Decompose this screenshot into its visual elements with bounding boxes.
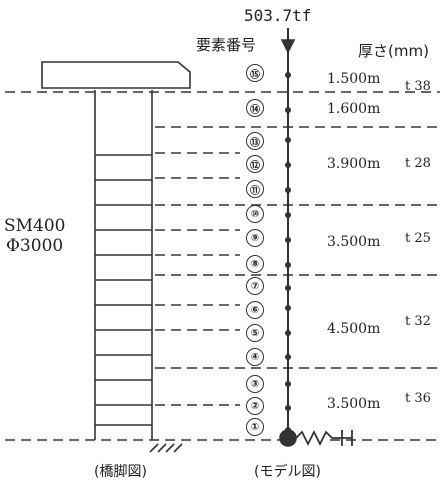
model-node	[285, 285, 291, 291]
element-number: ⑪	[246, 180, 264, 198]
element-number: ⑨	[246, 229, 264, 247]
element-number: ④	[246, 348, 264, 366]
element-number: ⑭	[246, 99, 264, 117]
model-caption: (モデル図)	[254, 464, 321, 480]
section-length: 3.500m	[327, 234, 381, 250]
element-number: ⑦	[246, 277, 264, 295]
element-number: ⑫	[246, 155, 264, 173]
load-label: 503.7tf	[244, 6, 312, 25]
model-node	[285, 354, 291, 360]
section-length: 1.600m	[327, 101, 381, 117]
element-number: ①	[246, 418, 264, 436]
pier-cap	[41, 61, 191, 89]
model-node	[285, 72, 291, 78]
section-thickness: t 36	[405, 391, 431, 406]
model-node	[285, 107, 291, 113]
element-number: ⑬	[246, 132, 264, 150]
pier-diameter: Φ3000	[6, 236, 64, 256]
section-thickness: t 38	[405, 79, 431, 94]
section-thickness: t 28	[405, 156, 431, 171]
model-node	[285, 212, 291, 218]
section-length: 4.500m	[327, 321, 381, 337]
element-number: ⑤	[246, 324, 264, 342]
model-node	[285, 187, 291, 193]
model-node	[285, 162, 291, 168]
pier-caption: (橋脚図)	[94, 464, 147, 480]
section-length: 3.900m	[327, 156, 381, 172]
model-node	[285, 137, 291, 143]
model-node	[285, 381, 291, 387]
section-thickness: t 25	[405, 231, 431, 246]
element-number: ⑮	[246, 64, 264, 82]
section-thickness: t 32	[405, 314, 431, 329]
model-node	[285, 237, 291, 243]
element-number: ②	[246, 397, 264, 415]
rotational-spring	[295, 429, 333, 447]
element-number: ③	[246, 375, 264, 393]
pier-material: SM400	[4, 216, 66, 236]
model-node	[285, 405, 291, 411]
thickness-title: 厚さ(mm)	[358, 42, 429, 60]
element-number: ⑥	[246, 301, 264, 319]
element-number: ⑧	[246, 255, 264, 273]
fixed-support-hatch	[149, 443, 183, 453]
section-length: 1.500m	[327, 71, 381, 87]
element-number-title: 要素番号	[196, 36, 257, 54]
model-node	[285, 305, 291, 311]
model-node	[285, 427, 291, 433]
model-node	[285, 330, 291, 336]
load-arrow-head	[280, 39, 296, 54]
section-length: 3.500m	[327, 396, 381, 412]
element-number: ⑩	[246, 205, 264, 223]
model-node	[285, 262, 291, 268]
